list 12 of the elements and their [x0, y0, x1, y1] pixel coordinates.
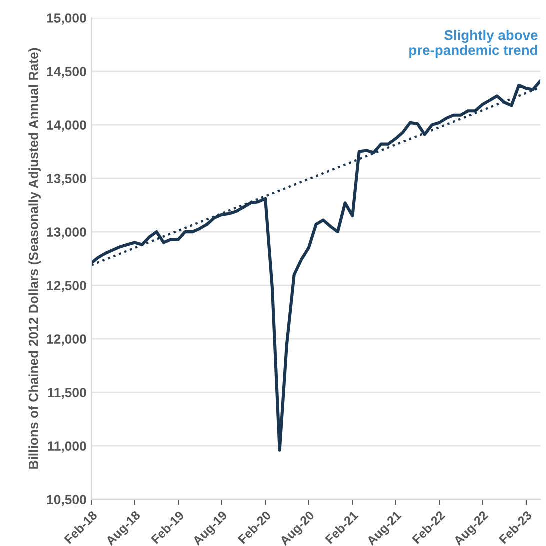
annotation: Slightly above pre-pandemic trend — [410, 30, 538, 58]
y-tick-label: 14,000 — [47, 120, 86, 132]
y-tick-label: 14,500 — [47, 67, 86, 78]
y-tick-label: 10,500 — [47, 495, 86, 506]
y-tick-label: 13,000 — [47, 228, 86, 239]
y-axis-title: Billions of Chained 2012 Dollars (Seasonally Adjusted Annual Rate) — [28, 48, 41, 469]
y-tick-label: 11,000 — [48, 442, 86, 453]
y-tick-label: 11,500 — [48, 388, 86, 400]
y-tick-label: 13,500 — [47, 174, 86, 186]
y-tick-label: 12,000 — [47, 334, 86, 346]
y-tick-label: 15,000 — [47, 14, 86, 25]
y-tick-label: 12,500 — [47, 281, 86, 292]
